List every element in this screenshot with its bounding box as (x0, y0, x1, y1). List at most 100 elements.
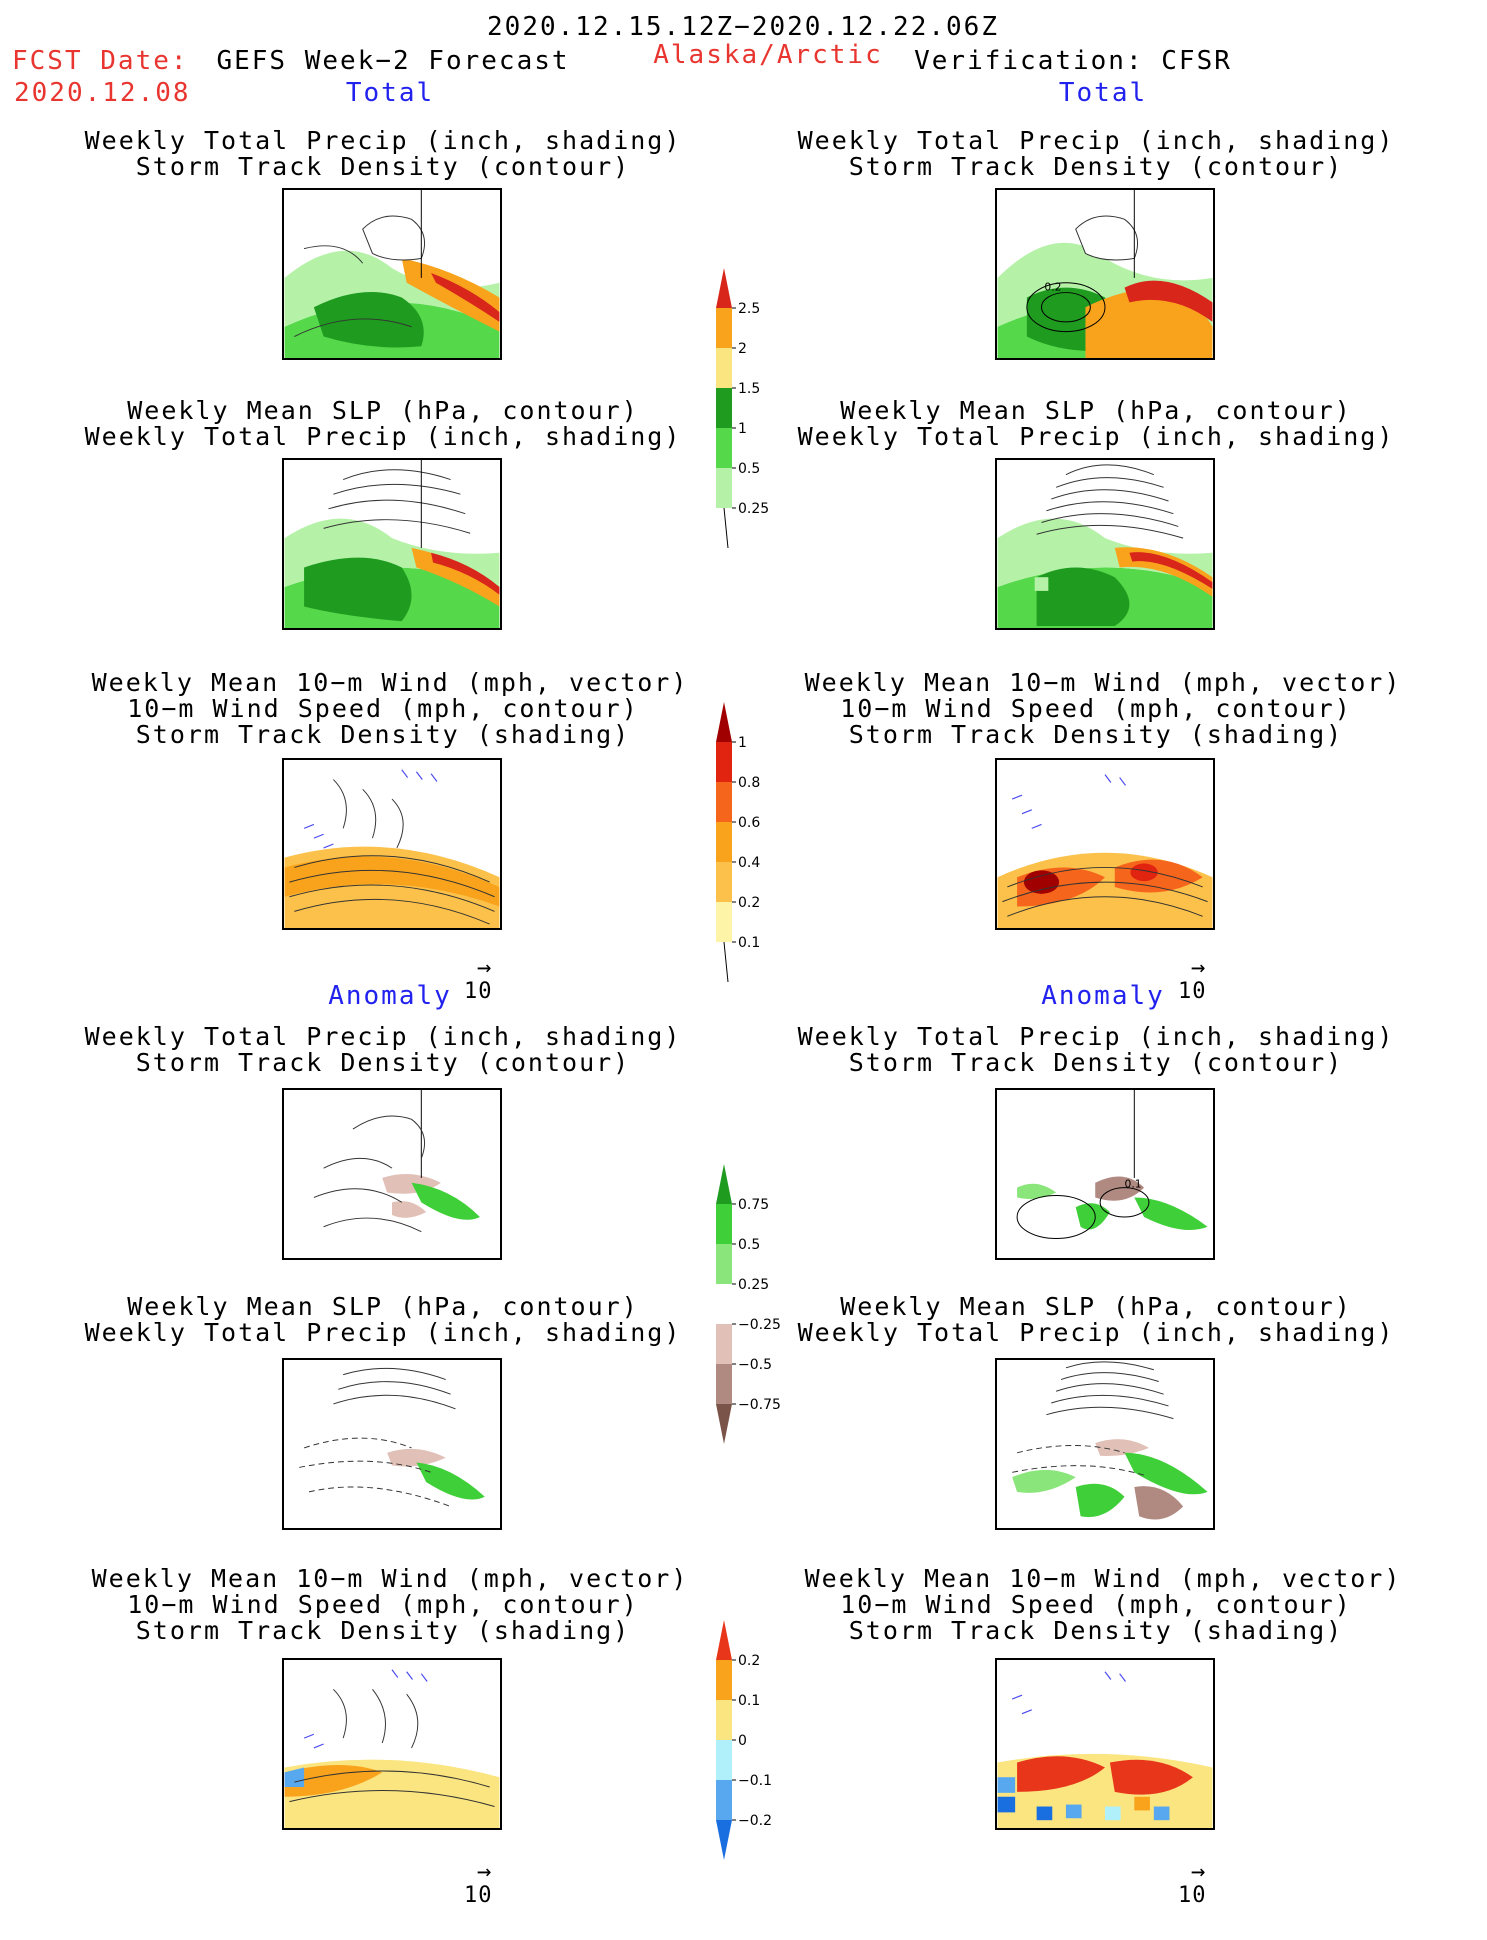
colorbar-segment (716, 782, 732, 822)
colorbar-tick-label: −0.2 (738, 1813, 772, 1829)
colorbar-segment (716, 1324, 732, 1364)
map-total-wind-verification (995, 758, 1215, 930)
contour-label: 0.1 (1125, 1178, 1142, 1191)
panel-title-line: Storm Track Density (contour) (848, 152, 1344, 181)
forecast-title: GEFS Week−2 Forecast (216, 46, 570, 76)
colorbar-tick-label: 1.5 (738, 381, 760, 397)
panel-title-line: Weekly Total Precip (inch, shading) (797, 1318, 1395, 1347)
vector-scale: → 10 (464, 1859, 493, 1908)
colorbar-segment (716, 822, 732, 862)
colorbar-top-arrow (716, 1164, 732, 1204)
vector-scale-label: 10 (464, 1883, 493, 1908)
map-total-slp-forecast (282, 458, 502, 630)
arrow-right-icon: → (1191, 953, 1207, 981)
colorbar-tick-label: −0.5 (738, 1357, 772, 1373)
section-anomaly-right: Anomaly (1041, 981, 1165, 1011)
colorbar-segment (716, 1740, 732, 1780)
colorbar-tick-label: 0.1 (738, 935, 760, 951)
colorbar-tick-label: 0.2 (738, 1653, 760, 1669)
panel-title-line: Weekly Total Precip (inch, shading) (797, 422, 1395, 451)
vector-scale-label: 10 (1178, 1883, 1207, 1908)
colorbar-top-arrow (716, 702, 732, 742)
colorbar-segment (716, 902, 732, 942)
colorbar-segment (716, 1284, 732, 1324)
colorbar-top-arrow (716, 268, 732, 308)
colorbar-tick-label: 0.1 (738, 1693, 760, 1709)
colorbar-segment (716, 428, 732, 468)
arrow-right-icon: → (1191, 1857, 1207, 1885)
map-total-precip-verification: 0.2 (995, 188, 1215, 360)
total-precip-colorbar-svg: 2.5 2 1.5 1 0.5 0.25 (716, 268, 769, 549)
vector-scale-label: 10 (1178, 979, 1207, 1004)
colorbar-tick-label: 0.25 (738, 501, 769, 517)
colorbar-tick-label: 0 (738, 1733, 747, 1749)
colorbar-segment (716, 1204, 732, 1244)
colorbar-segment (716, 348, 732, 388)
colorbar-tick-label: 0.75 (738, 1197, 769, 1213)
colorbar-segment (716, 1244, 732, 1284)
arrow-right-icon: → (477, 1857, 493, 1885)
vector-scale-label: 10 (464, 979, 493, 1004)
anom-precip-colorbar: 0.75 0.5 0.25 −0.25 −0.5 −0.75 (716, 1164, 796, 1524)
panel-title-line: Weekly Mean 10−m Wind (mph, vector) (804, 1564, 1402, 1593)
panel-title-line: 10−m Wind Speed (mph, contour) (127, 1590, 639, 1619)
panel-title-line: Weekly Mean 10−m Wind (mph, vector) (804, 668, 1402, 697)
total-precip-colorbar: 2.5 2 1.5 1 0.5 0.25 (716, 268, 796, 588)
panel-title-line: Storm Track Density (shading) (135, 720, 631, 749)
colorbar-tick-label: 1 (738, 735, 747, 751)
panel-title-line: Weekly Total Precip (inch, shading) (84, 1318, 682, 1347)
panel-title-line: Weekly Mean SLP (hPa, contour) (840, 1292, 1352, 1321)
fcst-date-value: 2020.12.08 (14, 78, 191, 108)
panel-title-line: Weekly Mean SLP (hPa, contour) (127, 1292, 639, 1321)
colorbar-tick-label: 0.5 (738, 1237, 760, 1253)
panel-title-line: Weekly Total Precip (inch, shading) (797, 126, 1395, 155)
section-anomaly-left: Anomaly (328, 981, 452, 1011)
panel-title-line: 10−m Wind Speed (mph, contour) (840, 1590, 1352, 1619)
colorbar-segment (716, 468, 732, 508)
colorbar-tail (723, 941, 729, 983)
panel-title-line: Storm Track Density (shading) (848, 1616, 1344, 1645)
panel-title-line: Weekly Total Precip (inch, shading) (84, 126, 682, 155)
panel-title-line: 10−m Wind Speed (mph, contour) (127, 694, 639, 723)
map-anom-slp-forecast (282, 1358, 502, 1530)
section-total-right: Total (1058, 78, 1148, 108)
map-total-slp-verification (995, 458, 1215, 630)
panel-title-line: 10−m Wind Speed (mph, contour) (840, 694, 1352, 723)
panel-title-line: Weekly Mean 10−m Wind (mph, vector) (91, 1564, 689, 1593)
colorbar-segment (716, 742, 732, 782)
colorbar-tick-label: 0.6 (738, 815, 760, 831)
colorbar-tick-label: −0.75 (738, 1397, 781, 1413)
map-anom-precip-forecast (282, 1088, 502, 1260)
colorbar-segment (716, 1660, 732, 1700)
vector-scale: → 10 (464, 955, 493, 1004)
colorbar-tick-label: 0.8 (738, 775, 760, 791)
total-storm-colorbar: 1 0.8 0.6 0.4 0.2 0.1 (716, 702, 796, 1022)
region-title: Alaska/Arctic (653, 40, 883, 70)
colorbar-segment (716, 1780, 732, 1820)
map-anom-wind-verification (995, 1658, 1215, 1830)
panel-title-line: Storm Track Density (contour) (135, 152, 631, 181)
anom-storm-colorbar-svg: 0.2 0.1 0 −0.1 −0.2 (716, 1620, 772, 1860)
colorbar-bottom-arrow (716, 1404, 732, 1444)
map-total-precip-forecast (282, 188, 502, 360)
panel-title-line: Weekly Total Precip (inch, shading) (84, 422, 682, 451)
panel-title-line: Storm Track Density (shading) (848, 720, 1344, 749)
colorbar-tick-label: −0.1 (738, 1773, 772, 1789)
panel-title-line: Weekly Mean SLP (hPa, contour) (127, 396, 639, 425)
colorbar-segment (716, 388, 732, 428)
panel-title-line: Weekly Total Precip (inch, shading) (84, 1022, 682, 1051)
anom-precip-colorbar-svg: 0.75 0.5 0.25 −0.25 −0.5 −0.75 (716, 1164, 781, 1444)
panel-title-line: Storm Track Density (contour) (848, 1048, 1344, 1077)
panel-title-line: Storm Track Density (shading) (135, 1616, 631, 1645)
colorbar-segment (716, 1364, 732, 1404)
panel-title-line: Weekly Total Precip (inch, shading) (797, 1022, 1395, 1051)
contour-label: 0.2 (1044, 281, 1061, 294)
map-anom-wind-forecast (282, 1658, 502, 1830)
panel-title-line: Storm Track Density (contour) (135, 1048, 631, 1077)
date-range-title: 2020.12.15.12Z−2020.12.22.06Z (487, 12, 999, 42)
map-anom-precip-verification: 0.1 (995, 1088, 1215, 1260)
arrow-right-icon: → (477, 953, 493, 981)
total-storm-colorbar-svg: 1 0.8 0.6 0.4 0.2 0.1 (716, 702, 760, 983)
panel-title-line: Weekly Mean SLP (hPa, contour) (840, 396, 1352, 425)
verification-title: Verification: CFSR (914, 46, 1232, 76)
